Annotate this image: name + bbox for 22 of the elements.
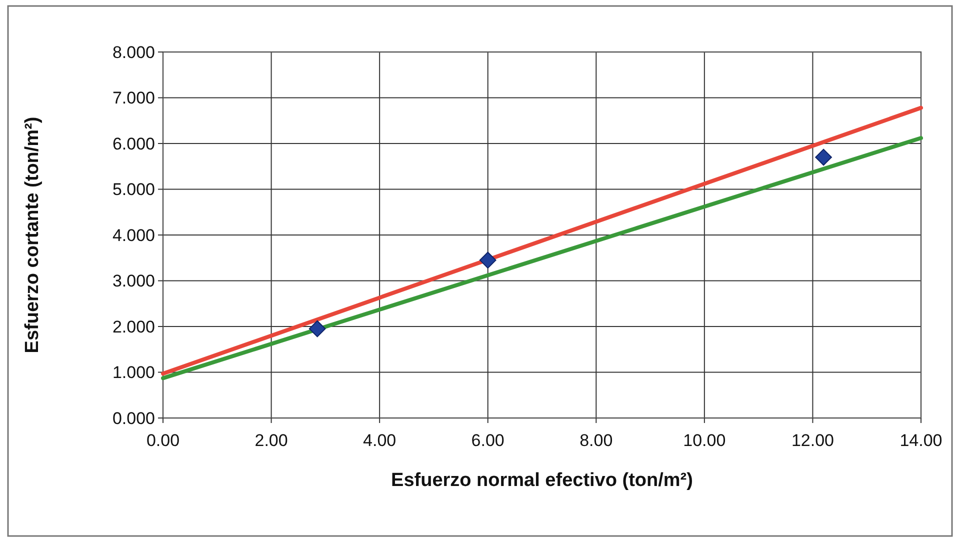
y-tick-label: 2.000 — [112, 317, 155, 336]
y-tick-label: 5.000 — [112, 180, 155, 200]
x-tick-label: 8.00 — [580, 431, 613, 450]
x-tick-label: 14.00 — [900, 431, 942, 450]
y-tick-label: 1.000 — [112, 363, 155, 382]
x-tick-label: 0.00 — [146, 431, 180, 450]
y-tick-label: 6.000 — [112, 134, 155, 154]
point — [815, 148, 832, 166]
y-tick-label: 8.000 — [112, 42, 155, 62]
x-axis-title: Esfuerzo normal efectivo (ton/m²) — [391, 470, 693, 491]
point — [308, 320, 326, 338]
x-tick-label: 6.00 — [471, 431, 504, 450]
x-tick-label: 10.00 — [683, 431, 726, 450]
y-tick-label: 0.000 — [112, 408, 155, 428]
x-tick-label: 4.00 — [363, 431, 396, 450]
y-tick-label: 4.000 — [112, 226, 155, 245]
y-axis-title: Esfuerzo cortante (ton/m²) — [22, 116, 43, 354]
y-tick-label: 7.000 — [112, 88, 155, 108]
y-tick-label: 3.000 — [112, 272, 155, 291]
x-tick-label: 2.00 — [254, 431, 288, 450]
point — [479, 252, 496, 269]
x-tick-label: 12.00 — [791, 431, 834, 450]
